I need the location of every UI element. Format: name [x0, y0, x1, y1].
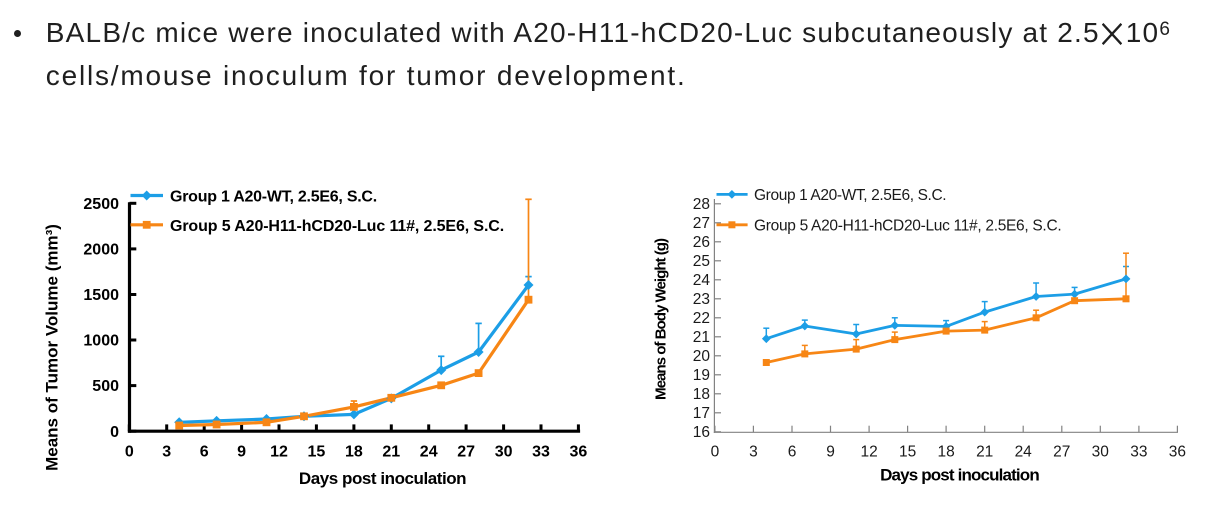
svg-text:Group 1 A20-WT, 2.5E6, S.C.: Group 1 A20-WT, 2.5E6, S.C.	[170, 189, 377, 206]
svg-text:30: 30	[495, 444, 513, 461]
svg-text:2500: 2500	[83, 196, 119, 213]
svg-text:20: 20	[693, 348, 711, 365]
svg-text:Group 5 A20-H11-hCD20-Luc 11#,: Group 5 A20-H11-hCD20-Luc 11#, 2.5E6, S.…	[170, 218, 504, 235]
svg-text:19: 19	[693, 367, 710, 384]
svg-text:1000: 1000	[83, 333, 119, 350]
svg-text:18: 18	[345, 444, 363, 461]
svg-text:Means of Body Weight (g): Means of Body Weight (g)	[653, 238, 670, 400]
svg-text:27: 27	[457, 444, 475, 461]
svg-text:18: 18	[937, 444, 954, 461]
svg-text:27: 27	[693, 215, 710, 232]
svg-text:3: 3	[749, 444, 758, 461]
svg-text:500: 500	[92, 378, 119, 395]
svg-text:36: 36	[570, 444, 588, 461]
svg-text:Days post inoculation: Days post inoculation	[299, 469, 466, 488]
svg-text:33: 33	[1130, 444, 1147, 461]
svg-text:22: 22	[693, 310, 710, 327]
svg-text:6: 6	[200, 444, 209, 461]
svg-text:12: 12	[270, 444, 288, 461]
svg-text:16: 16	[693, 424, 710, 441]
svg-text:28: 28	[693, 196, 710, 213]
svg-text:2000: 2000	[83, 242, 119, 259]
svg-text:23: 23	[693, 291, 710, 308]
svg-text:9: 9	[826, 444, 835, 461]
svg-text:21: 21	[693, 329, 710, 346]
svg-text:15: 15	[308, 444, 326, 461]
svg-text:0: 0	[125, 444, 134, 461]
svg-text:0: 0	[110, 424, 119, 441]
svg-text:24: 24	[693, 272, 711, 289]
svg-text:1500: 1500	[83, 287, 119, 304]
svg-text:12: 12	[860, 444, 877, 461]
svg-text:26: 26	[693, 234, 710, 251]
svg-text:36: 36	[1169, 444, 1186, 461]
svg-text:Group 1 A20-WT, 2.5E6, S.C.: Group 1 A20-WT, 2.5E6, S.C.	[754, 187, 946, 204]
svg-text:27: 27	[1053, 444, 1070, 461]
svg-text:15: 15	[899, 444, 916, 461]
svg-text:6: 6	[788, 444, 797, 461]
svg-text:9: 9	[237, 444, 246, 461]
svg-text:33: 33	[532, 444, 550, 461]
svg-text:Means of Tumor Volume (mm³): Means of Tumor Volume (mm³)	[43, 224, 62, 471]
svg-text:25: 25	[693, 253, 710, 270]
svg-text:24: 24	[420, 444, 438, 461]
svg-text:18: 18	[693, 386, 710, 403]
svg-text:21: 21	[382, 444, 400, 461]
svg-text:30: 30	[1092, 444, 1110, 461]
svg-text:Group 5 A20-H11-hCD20-Luc 11#,: Group 5 A20-H11-hCD20-Luc 11#, 2.5E6, S.…	[754, 217, 1061, 234]
svg-text:3: 3	[162, 444, 171, 461]
svg-text:21: 21	[976, 444, 993, 461]
svg-text:Days post inoculation: Days post inoculation	[880, 466, 1039, 485]
svg-text:24: 24	[1015, 444, 1033, 461]
svg-text:0: 0	[711, 444, 720, 461]
svg-text:17: 17	[693, 405, 710, 422]
